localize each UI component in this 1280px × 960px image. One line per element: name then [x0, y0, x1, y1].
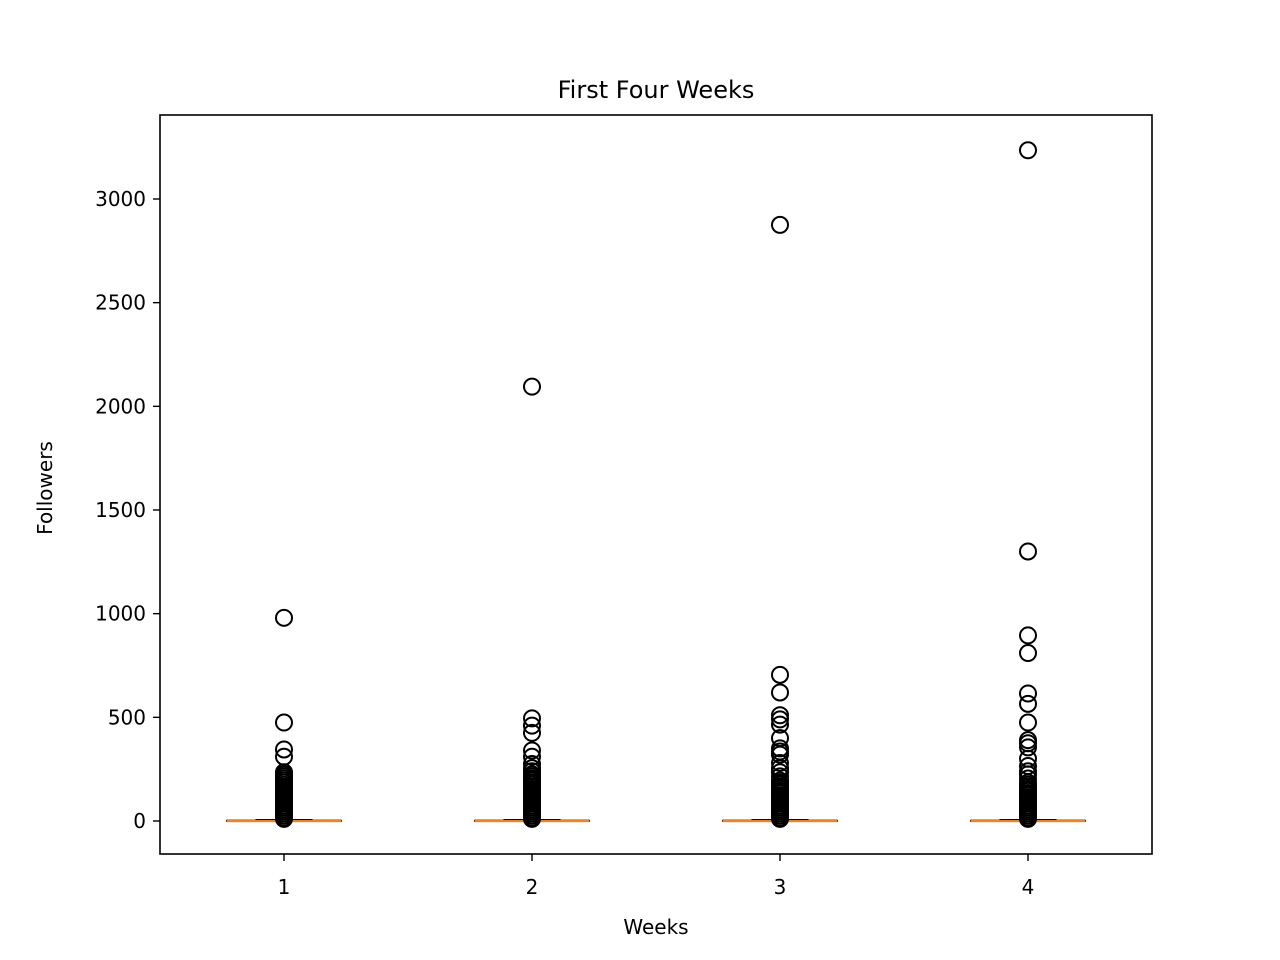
outlier-point	[771, 745, 789, 764]
box-week-3	[722, 215, 838, 828]
chart-title: First Four Weeks	[558, 76, 755, 104]
outlier-point	[1019, 809, 1037, 828]
outlier-point	[523, 809, 541, 828]
outlier-point	[275, 740, 293, 759]
outlier-point	[771, 215, 789, 234]
x-tick-label: 3	[774, 875, 787, 899]
plot-area-frame	[159, 114, 1153, 855]
box-week-1	[226, 608, 342, 828]
outlier-point	[1019, 542, 1037, 561]
x-tick-label: 2	[526, 875, 539, 899]
box-week-2	[474, 377, 590, 828]
outlier-point	[771, 710, 789, 729]
outlier-point	[1019, 684, 1037, 703]
y-tick-label: 2500	[95, 291, 146, 315]
outlier-point	[1019, 644, 1037, 663]
x-tick-label: 1	[278, 875, 291, 899]
outlier-point	[523, 709, 541, 728]
y-tick-label: 0	[133, 809, 146, 833]
y-tick-label: 1500	[95, 498, 146, 522]
y-tick-label: 2000	[95, 394, 146, 418]
outlier-point	[275, 809, 293, 828]
y-tick-label: 3000	[95, 187, 146, 211]
outlier-point	[1019, 626, 1037, 645]
outlier-point	[771, 706, 789, 725]
outlier-point	[523, 723, 541, 742]
outlier-point	[771, 809, 789, 828]
outlier-point	[523, 377, 541, 396]
y-axis-label: Followers	[33, 441, 57, 535]
x-tick-label: 4	[1022, 875, 1035, 899]
outlier-point	[1019, 141, 1037, 160]
x-axis-ticks: 1 2 3 4	[278, 854, 1035, 899]
outlier-point	[771, 665, 789, 684]
outlier-point	[275, 608, 293, 627]
outlier-point	[1019, 694, 1037, 713]
y-tick-label: 1000	[95, 602, 146, 626]
outlier-point	[523, 741, 541, 760]
outlier-point	[771, 753, 789, 772]
box-week-4	[970, 141, 1086, 828]
outlier-point	[523, 716, 541, 735]
x-axis-label: Weeks	[623, 915, 688, 939]
y-tick-label: 500	[108, 705, 146, 729]
outlier-point	[1019, 738, 1037, 757]
y-axis-ticks: 0 500 1000 1500 2000 2500 3000	[95, 187, 160, 833]
outlier-point	[771, 683, 789, 702]
outlier-point	[275, 713, 293, 732]
outlier-point	[523, 747, 541, 766]
outlier-point	[1019, 713, 1037, 732]
outlier-point	[771, 715, 789, 734]
box-plots	[226, 141, 1086, 828]
